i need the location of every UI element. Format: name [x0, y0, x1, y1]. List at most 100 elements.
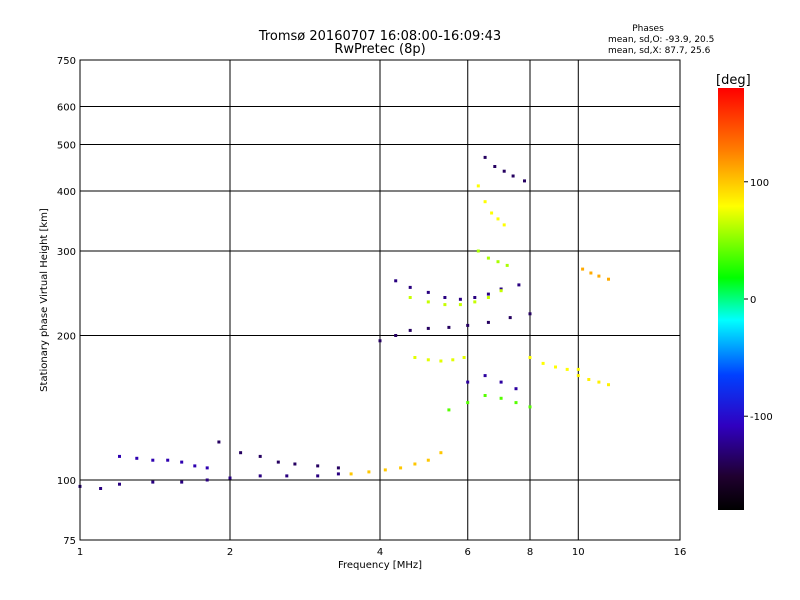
data-point: [408, 328, 412, 332]
data-point: [466, 380, 470, 384]
data-point: [458, 303, 462, 307]
data-point: [517, 283, 521, 287]
data-point: [499, 289, 503, 293]
data-point: [508, 316, 512, 320]
data-point: [499, 396, 503, 400]
x-tick-label: 16: [674, 547, 687, 558]
data-point: [490, 211, 494, 215]
y-axis-label: Stationary phase Virtual Height [km]: [39, 208, 50, 392]
data-point: [502, 223, 506, 227]
data-point: [451, 358, 455, 362]
y-tick-labels: 75 100 200 300 400 500 600 750: [57, 56, 76, 547]
data-point: [496, 260, 500, 264]
data-point: [499, 287, 503, 291]
data-point: [99, 487, 103, 490]
data-point: [607, 277, 610, 281]
data-point: [473, 300, 477, 304]
data-point: [476, 184, 480, 188]
data-point: [576, 367, 580, 371]
data-point: [383, 468, 387, 472]
data-point: [502, 169, 506, 173]
y-tick-label: 500: [57, 141, 76, 152]
data-point: [151, 458, 155, 462]
data-point: [151, 480, 155, 484]
colorbar-ticks: 100 0 -100: [744, 178, 773, 423]
y-tick-label: 600: [57, 103, 76, 114]
data-point: [439, 451, 443, 455]
data-point: [554, 365, 557, 369]
data-point: [180, 460, 184, 464]
data-point: [576, 374, 580, 378]
data-point: [258, 474, 262, 478]
data-point: [486, 296, 490, 299]
data-point: [514, 387, 518, 391]
x-tick-label: 10: [572, 547, 585, 558]
data-point: [217, 440, 221, 444]
data-point: [443, 303, 447, 307]
data-point: [426, 300, 430, 304]
data-point: [336, 466, 340, 470]
colorbar-tick-label: 0: [750, 295, 756, 306]
data-point: [466, 323, 470, 327]
data-point: [443, 296, 447, 299]
data-point: [493, 165, 497, 168]
data-point: [483, 200, 487, 204]
data-point: [399, 466, 403, 470]
data-point: [394, 334, 398, 337]
chart-title: Tromsø 20160707 16:08:00-16:09:43: [258, 29, 501, 44]
colorbar-tick-label: 100: [750, 178, 769, 189]
data-point: [486, 256, 490, 260]
x-tick-label: 6: [465, 547, 471, 558]
data-point: [607, 383, 610, 387]
data-point: [276, 460, 280, 464]
data-point: [367, 470, 371, 474]
x-tick-label: 8: [527, 547, 533, 558]
plot-frame: [79, 59, 681, 541]
grid: [79, 59, 681, 541]
data-point: [166, 458, 170, 462]
data-point: [462, 356, 466, 359]
y-tick-label: 75: [63, 536, 76, 547]
data-point: [447, 408, 451, 412]
data-point: [378, 339, 382, 343]
data-point: [293, 462, 297, 466]
stats-o-mode: mean, sd,O: -93.9, 20.5: [608, 35, 714, 45]
data-point: [426, 290, 430, 294]
data-point: [528, 356, 532, 359]
data-point: [476, 249, 480, 253]
chart-subtitle: RwPretec (8p): [334, 42, 425, 57]
x-axis-label: Frequency [MHz]: [338, 560, 422, 571]
x-tick-label: 2: [227, 547, 233, 558]
data-point: [258, 454, 262, 458]
data-point: [135, 456, 139, 460]
x-tick-label: 4: [377, 547, 383, 558]
data-point: [597, 380, 601, 384]
data-point: [118, 482, 121, 486]
data-point: [486, 320, 490, 324]
data-point: [394, 279, 398, 283]
data-point: [486, 292, 490, 296]
x-tick-labels: 1 2 4 6 8 10 16: [77, 547, 687, 558]
data-point: [205, 466, 209, 470]
data-point: [511, 174, 515, 178]
data-point: [118, 454, 121, 458]
data-point: [439, 359, 443, 363]
data-point: [426, 326, 430, 330]
data-point: [239, 451, 243, 455]
data-point: [316, 464, 320, 468]
x-tick-label: 1: [77, 547, 83, 558]
stats-heading: Phases: [632, 24, 664, 34]
data-point: [541, 361, 545, 365]
y-tick-label: 200: [57, 332, 76, 343]
data-point: [499, 380, 503, 384]
data-points: [78, 155, 610, 490]
data-point: [336, 472, 340, 476]
colorbar-label: [deg]: [716, 73, 751, 88]
data-point: [483, 155, 487, 159]
data-point: [447, 325, 451, 329]
colorbar-tick-label: -100: [750, 412, 773, 423]
data-point: [473, 296, 477, 299]
data-point: [496, 217, 500, 221]
data-point: [505, 263, 509, 267]
